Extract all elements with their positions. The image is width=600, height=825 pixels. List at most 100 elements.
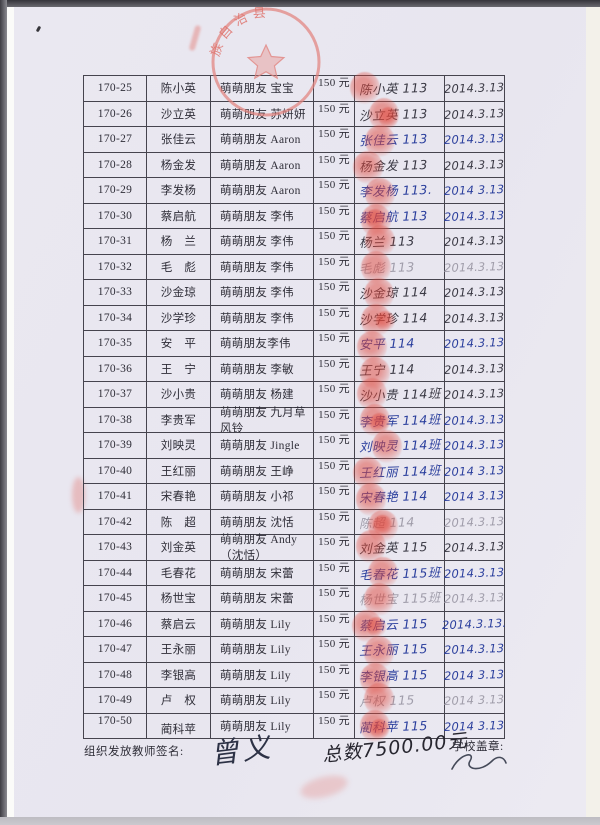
row-id: 170-46 (97, 617, 133, 630)
amount: 150 元 (313, 407, 354, 432)
date-cell: 2014.3.13 (444, 586, 505, 611)
friend-name: 萌萌朋友 Lily (210, 611, 313, 636)
table-row: 170-37 沙小贵 萌萌朋友 杨建 150 元 沙小贵 114班 2014.3… (84, 381, 505, 407)
table-row: 170-28 杨金发 萌萌朋友 Aaron 150 元 杨金发 113 2014… (84, 151, 505, 177)
signature-text: 蔡启航 113 (358, 207, 429, 226)
sign-date: 2014.3.13 (444, 641, 505, 658)
amount: 150 元 (313, 637, 354, 662)
amount: 150 元 (313, 458, 354, 483)
signature-cell: 卢权 115 (354, 688, 444, 713)
amount: 150 元 (313, 713, 354, 738)
row-id: 170-25 (97, 82, 133, 95)
table-row: 170-36 王 宁 萌萌朋友 李敏 150 元 王宁 114 2014.3.1… (84, 355, 505, 381)
table-row: 170-43 刘金英 萌萌朋友 Andy （沈恬） 150 元 刘金英 115 … (84, 534, 505, 562)
row-id: 170-33 (97, 286, 133, 299)
signature-text: 李发杨 113. (358, 182, 433, 200)
sign-date: 2014.3.13 (444, 437, 505, 454)
signature-cell: 王红丽 114班 (354, 458, 444, 483)
signature-cell: 沙立英 113 (354, 101, 444, 126)
date-cell: 2014 3.13 (444, 713, 505, 738)
table-row: 170-33 沙金琼 萌萌朋友 李伟 150 元 沙金琼 114 2014.3.… (84, 279, 505, 305)
row-id: 170-45 (97, 592, 133, 605)
table-row: 170-42 陈 超 萌萌朋友 沈恬 150 元 陈超 114 2014.3.1… (84, 508, 505, 534)
date-cell: 2014 3.13 (444, 688, 505, 713)
signature-cell: 沙金琼 114 (354, 280, 444, 305)
row-id: 170-40 (97, 464, 133, 477)
friend-name: 萌萌朋友 李伟 (210, 254, 313, 279)
date-cell: 2014.3.13 (444, 535, 505, 560)
friend-name: 萌萌朋友 李敏 (210, 356, 313, 381)
payment-register-table: 170-25 陈小英 萌萌朋友 宝宝 150 元 陈小英 113 2014.3.… (83, 72, 507, 742)
signature-cell: 王宁 114 (354, 356, 444, 381)
table-row: 170-39 刘映灵 萌萌朋友 Jingle 150 元 刘映灵 114班 20… (84, 432, 505, 458)
signature-cell: 张佳云 113 (354, 127, 444, 152)
table-row: 170-50 蔺科苹 萌萌朋友 Lily 150 元 蔺科苹 115 2014 … (84, 712, 505, 738)
date-cell: 2014 3.13 (444, 484, 505, 509)
row-id: 170-43 (97, 541, 133, 554)
scan-top-edge (0, 0, 600, 7)
date-cell: 2014.3.13 (444, 331, 505, 356)
sign-date: 2014.3.13 (444, 156, 505, 173)
signature-cell: 刘金英 115 (354, 535, 444, 560)
recipient-name: 李银高 (146, 662, 210, 687)
scan-right-edge (586, 0, 600, 825)
friend-name: 萌萌朋友 李伟 (210, 203, 313, 228)
recipient-name: 沙学珍 (146, 305, 210, 330)
amount: 150 元 (313, 611, 354, 636)
friend-name: 萌萌朋友 Lily (210, 662, 313, 687)
date-cell: 2014.3.13. (442, 611, 507, 636)
row-id: 170-47 (97, 643, 133, 656)
signature-text: 沙立英 113 (358, 105, 429, 124)
sign-date: 2014 3.13 (444, 666, 505, 683)
table-row: 170-35 安 平 萌萌朋友李伟 150 元 安平 114 2014.3.13 (84, 330, 505, 356)
friend-name: 萌萌朋友李伟 (210, 331, 313, 356)
signature-text: 李贵军 114班 (358, 411, 442, 430)
amount: 150 元 (313, 535, 354, 560)
date-cell: 2014 3.13 (444, 458, 505, 483)
recipient-name: 王 宁 (146, 356, 210, 381)
amount: 150 元 (313, 484, 354, 509)
date-cell: 2014.3.13 (444, 560, 505, 585)
signature-text: 沙学珍 114 (358, 309, 429, 328)
table-body: 170-25 陈小英 萌萌朋友 宝宝 150 元 陈小英 113 2014.3.… (84, 76, 507, 738)
date-cell: 2014.3.13 (444, 76, 505, 101)
table-row: 170-32 毛 彪 萌萌朋友 李伟 150 元 毛彪 113 2014.3.1… (84, 253, 505, 279)
sign-date: 2014.3.13 (444, 309, 505, 326)
amount: 150 元 (313, 688, 354, 713)
sign-date: 2014.3.13 (444, 233, 505, 250)
sign-date: 2014 3.13 (444, 692, 505, 709)
table-row: 170-48 李银高 萌萌朋友 Lily 150 元 李银高 115 2014 … (84, 661, 505, 687)
sign-date: 2014.3.13 (444, 513, 505, 530)
table-row: 170-29 李发杨 萌萌朋友 Aaron 150 元 李发杨 113. 201… (84, 177, 505, 203)
sign-date: 2014.3.13 (444, 360, 505, 377)
date-cell: 2014.3.13 (444, 127, 505, 152)
table-row: 170-31 杨 兰 萌萌朋友 李伟 150 元 杨兰 113 2014.3.1… (84, 228, 505, 254)
signature-text: 刘映灵 114班 (358, 436, 442, 455)
red-smudge-bottom (298, 771, 350, 803)
table-row: 170-40 王红丽 萌萌朋友 王峥 150 元 王红丽 114班 2014 3… (84, 457, 505, 483)
signature-text: 王宁 114 (358, 360, 416, 378)
row-id: 170-39 (97, 439, 133, 452)
signature-text: 杨金发 113 (358, 156, 429, 175)
signature-cell: 安平 114 (354, 331, 444, 356)
row-id: 170-41 (97, 490, 133, 503)
svg-text:族自治县: 族自治县 (207, 5, 271, 58)
signature-cell: 蔡启航 113 (354, 203, 444, 228)
friend-name: 萌萌朋友 Lily (210, 637, 313, 662)
recipient-name: 卢 权 (146, 688, 210, 713)
recipient-name: 沙小贵 (146, 382, 210, 407)
row-id: 170-48 (97, 668, 133, 681)
recipient-name: 杨 兰 (146, 229, 210, 254)
table-row: 170-44 毛春花 萌萌朋友 宋蕾 150 元 毛春花 115班 2014.3… (84, 559, 505, 585)
sign-date: 2014.3.13 (444, 411, 505, 428)
school-seal-label: 学校盖章: (452, 741, 504, 753)
amount: 150 元 (313, 662, 354, 687)
table-row: 170-27 张佳云 萌萌朋友 Aaron 150 元 张佳云 113 2014… (84, 126, 505, 152)
row-id: 170-29 (97, 184, 133, 197)
amount: 150 元 (313, 254, 354, 279)
sign-date: 2014.3.13 (444, 386, 505, 403)
signature-text: 杨兰 113 (358, 233, 416, 251)
friend-name: 萌萌朋友 李伟 (210, 280, 313, 305)
recipient-name: 杨金发 (146, 152, 210, 177)
